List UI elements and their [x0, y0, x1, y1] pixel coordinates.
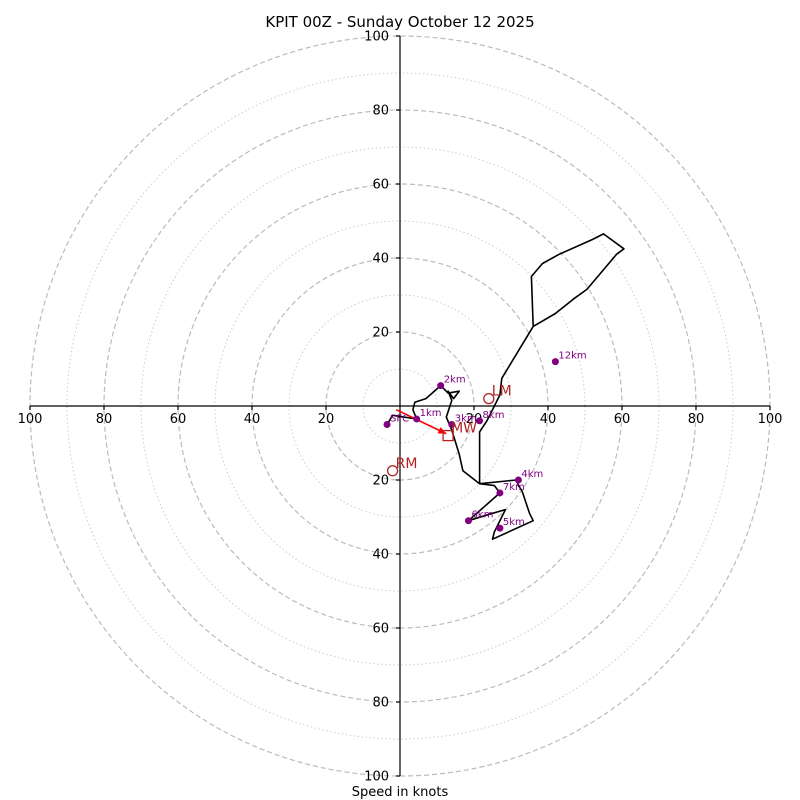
x-tick-label: 40	[540, 412, 557, 427]
height-marker-1km	[413, 415, 421, 423]
height-marker-3km	[448, 421, 456, 428]
height-marker-6km	[464, 517, 472, 525]
height-label-SFC: SFC	[390, 414, 409, 425]
height-label-7km: 7km	[503, 482, 525, 493]
y-tick-label: 20	[372, 474, 389, 489]
height-marker-8km	[476, 417, 484, 425]
hodograph-series: SFC 1km 2km 3km 4km 5km 6km 7km 8km 12km	[383, 233, 625, 541]
storm-motion-label-MW: MW	[451, 421, 477, 437]
x-tick-label: 60	[614, 412, 631, 427]
hodograph-trace-line	[386, 233, 625, 541]
x-axis-label: Speed in knots	[352, 785, 449, 800]
height-marker-SFC	[383, 421, 391, 428]
y-tick-label: 60	[372, 622, 389, 637]
height-label-6km: 6km	[471, 510, 493, 521]
height-label-2km: 2km	[444, 375, 466, 386]
height-marker-4km	[514, 476, 522, 484]
x-tick-label: 80	[688, 412, 705, 427]
axes	[30, 36, 770, 776]
y-tick-label: 80	[372, 696, 389, 711]
height-marker-12km	[551, 358, 559, 366]
x-tick-label: 40	[244, 412, 261, 427]
x-tick-label: 60	[170, 412, 187, 427]
storm-motion-markers: LM RM MW	[386, 384, 512, 477]
y-tick-label: 40	[372, 548, 389, 563]
height-label-1km: 1km	[420, 408, 442, 419]
y-tick-label: 60	[372, 178, 389, 193]
tick-labels: 100 80 60 40 20 20 40 60 80 100100806040202040608…	[18, 30, 783, 785]
mean-wind-arrow	[395, 408, 447, 435]
storm-motion-marker-LM	[483, 392, 495, 405]
height-label-5km: 5km	[503, 517, 525, 528]
height-label-12km: 12km	[558, 351, 586, 362]
storm-motion-marker-RM	[386, 465, 399, 477]
mean-wind-arrowhead	[437, 427, 447, 434]
height-label-4km: 4km	[521, 469, 543, 480]
height-label-8km: 8km	[483, 410, 505, 421]
height-marker-7km	[496, 489, 504, 497]
height-marker-2km	[437, 382, 445, 390]
y-tick-label: 100	[364, 30, 389, 45]
height-label-3km: 3km	[455, 414, 477, 425]
x-tick-label: 100	[758, 412, 783, 427]
storm-motion-label-LM: LM	[492, 384, 512, 400]
y-tick-label: 80	[372, 104, 389, 119]
x-tick-label: 80	[96, 412, 113, 427]
y-tick-label: 40	[372, 252, 389, 267]
y-tick-label: 20	[372, 326, 389, 341]
storm-motion-marker-MW	[442, 429, 454, 442]
x-tick-label: 20	[318, 412, 335, 427]
storm-motion-label-RM: RM	[396, 456, 418, 472]
x-tick-label: 100	[18, 412, 43, 427]
height-marker-5km	[496, 524, 504, 532]
y-tick-label: 100	[364, 770, 389, 785]
chart-title: KPIT 00Z - Sunday October 12 2025	[265, 13, 534, 31]
